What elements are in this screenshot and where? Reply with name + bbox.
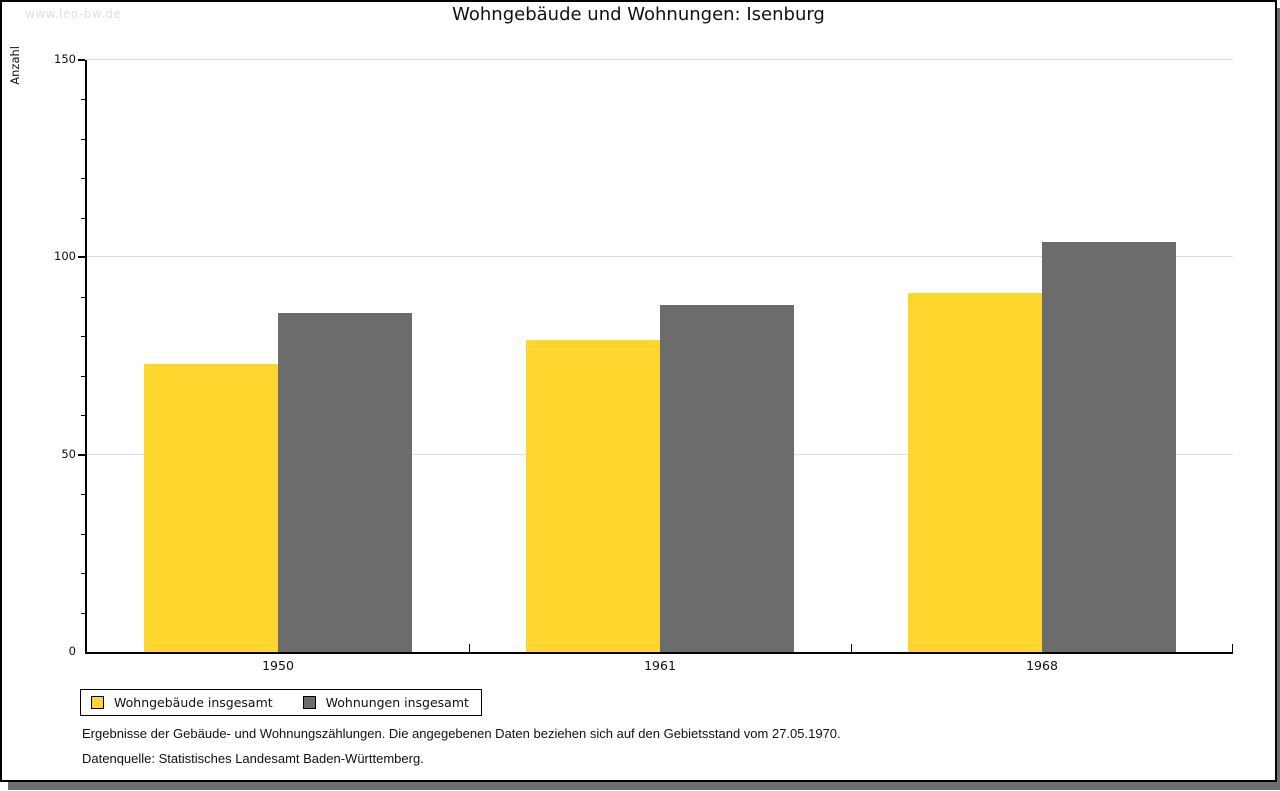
chart-title: Wohngebäude und Wohnungen: Isenburg — [452, 4, 825, 25]
y-axis-minor-tick — [81, 99, 85, 101]
y-axis-minor-tick — [81, 612, 85, 614]
y-axis-minor-tick — [81, 533, 85, 535]
x-axis-tick-label: 1968 — [1026, 658, 1058, 673]
x-axis-tick — [469, 644, 470, 652]
gridline — [87, 59, 1233, 60]
legend-swatch-wohngebaeude — [91, 696, 104, 709]
y-axis-minor-tick — [81, 375, 85, 377]
y-axis-minor-tick — [81, 138, 85, 140]
y-axis-minor-tick — [81, 178, 85, 180]
y-axis-tick-label: 50 — [61, 446, 76, 461]
gridline — [87, 256, 1233, 258]
footer-source: Datenquelle: Statistisches Landesamt Bad… — [82, 751, 424, 766]
bar-1950-wohngebaeude — [144, 364, 278, 652]
bar-1961-wohnungen — [660, 305, 794, 652]
y-axis-minor-tick — [81, 415, 85, 417]
y-axis-title: Anzahl — [8, 46, 22, 85]
bar-1950-wohnungen — [278, 313, 412, 652]
bar-1968-wohnungen — [1042, 242, 1176, 652]
bar-1968-wohngebaeude — [908, 293, 1042, 652]
y-axis-tick — [78, 453, 85, 456]
footer-note: Ergebnisse der Gebäude- und Wohnungszähl… — [82, 726, 841, 741]
x-axis-end-tick — [1232, 644, 1233, 652]
y-axis-minor-tick — [81, 573, 85, 575]
legend-item: Wohnungen insgesamt — [302, 695, 469, 710]
bar-1961-wohngebaeude — [526, 340, 660, 652]
y-axis-minor-tick — [81, 217, 85, 219]
y-axis-tick-label: 0 — [68, 644, 76, 658]
legend-label: Wohngebäude insgesamt — [114, 695, 273, 710]
x-axis-tick — [851, 644, 852, 652]
y-axis-minor-tick — [81, 336, 85, 338]
y-axis-minor-tick — [81, 296, 85, 298]
y-axis-minor-tick — [81, 494, 85, 496]
watermark: www.leo-bw.de — [25, 7, 122, 21]
legend: Wohngebäude insgesamt Wohnungen insgesam… — [80, 689, 482, 716]
legend-item: Wohngebäude insgesamt — [91, 695, 273, 710]
x-axis-tick-label: 1950 — [262, 658, 294, 673]
x-axis-tick-label: 1961 — [644, 658, 676, 673]
y-axis-tick — [78, 256, 85, 259]
legend-swatch-wohnungen — [302, 696, 316, 709]
y-axis-tick-label: 150 — [54, 52, 76, 66]
y-axis-tick — [78, 59, 85, 61]
legend-label: Wohnungen insgesamt — [325, 695, 469, 710]
plot-area: 0 50 100 150 1950 1961 1968 — [54, 52, 1233, 673]
y-axis-tick-label: 100 — [54, 249, 76, 264]
